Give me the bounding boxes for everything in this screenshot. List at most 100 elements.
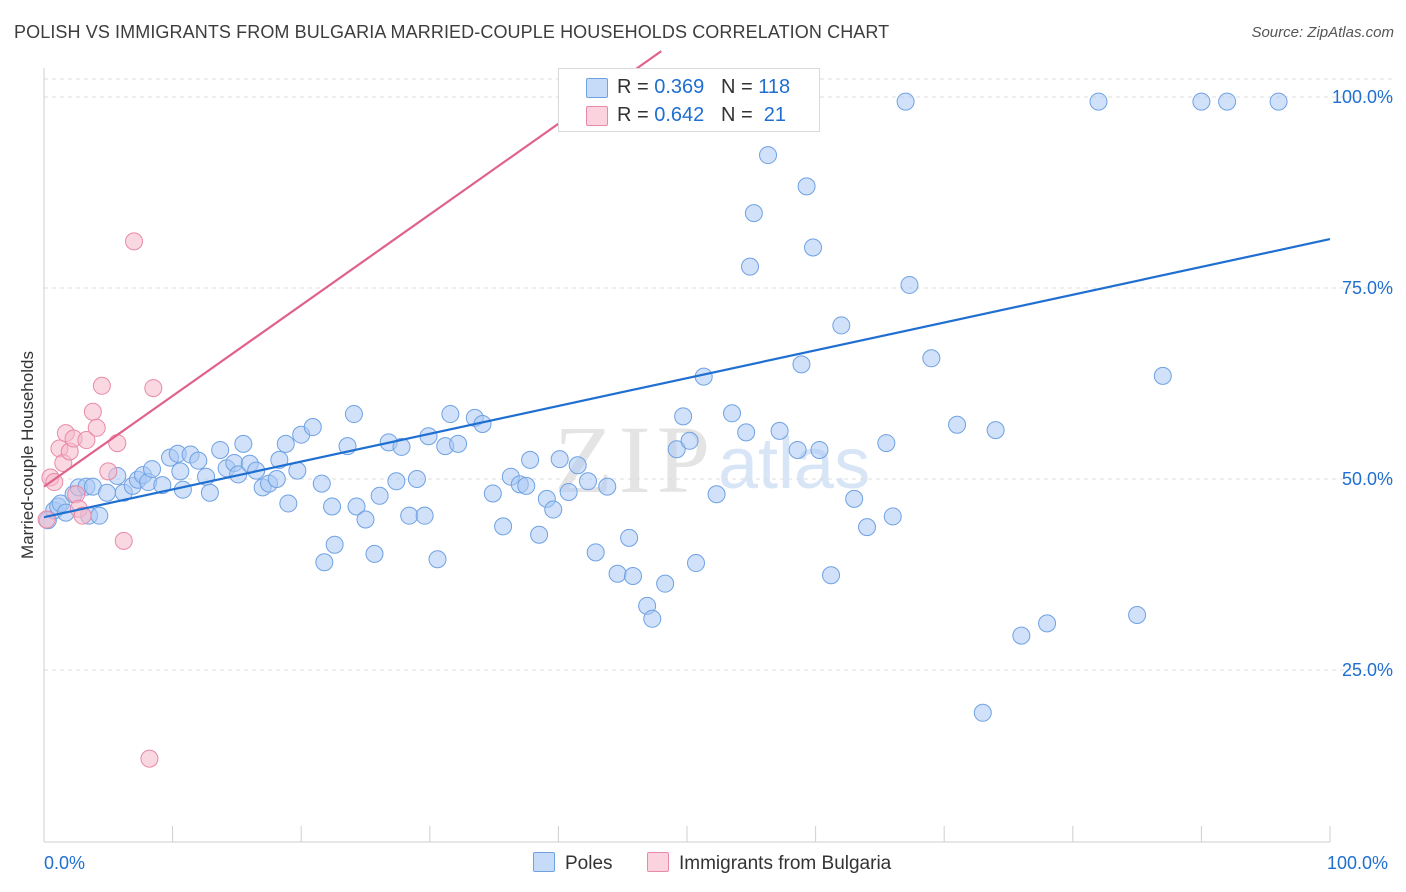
legend-swatch-bulgaria — [647, 852, 669, 872]
point-poles — [428, 550, 447, 569]
stats-legend: R = 0.369 N = 118 R = 0.642 N = 21 — [558, 68, 820, 132]
point-poles — [415, 506, 434, 525]
legend-n-label: N = — [720, 104, 759, 126]
point-poles — [922, 349, 941, 368]
point-poles — [189, 451, 208, 470]
point-poles — [858, 518, 877, 537]
point-poles — [407, 470, 426, 488]
point-poles — [741, 257, 760, 276]
point-bulgaria — [77, 431, 96, 450]
legend-r-label: R = — [617, 104, 655, 126]
y-tick-label: 100.0% — [1332, 87, 1393, 107]
point-poles — [171, 462, 190, 481]
point-bulgaria — [73, 506, 92, 525]
point-poles — [586, 543, 605, 562]
point-poles — [153, 476, 172, 495]
legend-r-value: 0.369 — [654, 76, 705, 98]
point-bulgaria — [114, 531, 133, 550]
point-poles — [674, 407, 693, 426]
point-poles — [948, 415, 967, 434]
point-poles — [521, 450, 540, 469]
x-tick-label-max: 100.0% — [1327, 853, 1389, 873]
point-poles — [680, 431, 699, 450]
series-poles — [38, 92, 1288, 722]
legend-n-label: N = — [720, 76, 759, 98]
point-poles — [598, 477, 617, 496]
point-poles — [270, 450, 289, 469]
point-poles — [1012, 626, 1031, 645]
point-poles — [822, 566, 841, 585]
point-poles — [877, 434, 896, 453]
point-poles — [608, 564, 627, 583]
legend-swatch-poles — [533, 852, 555, 872]
point-poles — [656, 574, 675, 593]
y-axis-label: Married-couple Households — [18, 351, 37, 559]
point-poles — [559, 482, 578, 501]
point-poles — [200, 483, 219, 502]
point-poles — [797, 177, 816, 196]
trend-line-poles — [43, 238, 1331, 519]
point-poles — [400, 506, 419, 525]
legend-swatch-bulgaria — [586, 106, 608, 126]
point-poles — [744, 204, 763, 223]
legend-item-poles[interactable]: Poles — [533, 852, 613, 875]
chart-title: POLISH VS IMMIGRANTS FROM BULGARIA MARRI… — [14, 22, 890, 42]
legend-n-value: 118 — [758, 76, 791, 98]
point-poles — [1128, 605, 1147, 624]
point-poles — [1089, 92, 1108, 111]
point-poles — [483, 484, 502, 503]
point-poles — [667, 440, 686, 459]
point-poles — [788, 440, 807, 459]
point-poles — [356, 510, 375, 529]
point-poles — [568, 456, 587, 475]
source-credit: Source: ZipAtlas.com — [1251, 24, 1394, 41]
point-poles — [98, 483, 117, 502]
grid-lines — [44, 78, 1392, 671]
legend-r-label: R = — [617, 76, 655, 98]
point-poles — [211, 440, 230, 459]
axes — [43, 68, 1331, 843]
legend-label-poles: Poles — [565, 853, 613, 874]
point-bulgaria — [125, 232, 144, 251]
legend-item-bulgaria[interactable]: Immigrants from Bulgaria — [647, 852, 891, 875]
y-tick-label: 75.0% — [1342, 278, 1393, 298]
y-tick-labels: 25.0% 50.0% 75.0% 100.0% — [1332, 87, 1393, 680]
point-bulgaria — [140, 749, 159, 768]
point-poles — [387, 472, 406, 491]
point-poles — [973, 703, 992, 722]
point-poles — [792, 355, 811, 374]
point-bulgaria — [108, 434, 127, 453]
point-poles — [530, 525, 549, 544]
point-poles — [896, 92, 915, 111]
point-poles — [90, 506, 109, 525]
point-poles — [550, 450, 569, 469]
point-poles — [707, 485, 726, 504]
point-poles — [173, 480, 192, 499]
point-poles — [347, 497, 366, 516]
point-poles — [759, 146, 778, 165]
point-poles — [723, 404, 742, 423]
point-poles — [737, 423, 756, 442]
point-poles — [312, 474, 331, 493]
point-poles — [392, 437, 411, 456]
point-poles — [1218, 92, 1237, 111]
point-poles — [494, 517, 513, 536]
point-poles — [267, 470, 286, 488]
point-bulgaria — [83, 402, 102, 421]
legend-n-value: 21 — [758, 104, 787, 126]
point-poles — [1269, 92, 1288, 111]
point-bulgaria — [37, 510, 56, 529]
legend-row-bulgaria: R = 0.642 N = 21 — [559, 101, 819, 129]
point-poles — [143, 460, 162, 479]
point-poles — [578, 472, 597, 491]
point-poles — [303, 418, 322, 437]
point-poles — [325, 535, 344, 554]
legend-label-bulgaria: Immigrants from Bulgaria — [679, 853, 892, 874]
point-bulgaria — [144, 379, 163, 398]
point-poles — [770, 421, 789, 440]
point-poles — [1038, 614, 1057, 633]
point-poles — [620, 528, 639, 547]
point-poles — [370, 486, 389, 505]
legend-swatch-poles — [586, 78, 608, 98]
